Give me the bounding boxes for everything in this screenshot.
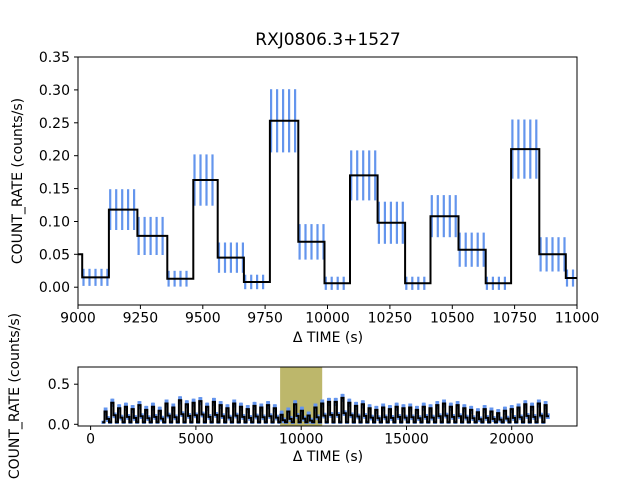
top-step-series: [78, 119, 577, 285]
top-y-tick-label: 0.05: [39, 247, 70, 263]
top-x-axis-label: Δ TIME (s): [292, 330, 364, 346]
bottom-y-axis-label: COUNT_RATE (counts/s): [7, 312, 23, 480]
bottom-x-tick-label: 5000: [178, 432, 214, 448]
top-x-tick-label: 9000: [60, 311, 96, 327]
top-y-tick-label: 0.25: [39, 116, 70, 132]
top-x-tick-label: 10250: [368, 311, 413, 327]
bottom-x-tick-label: 0: [86, 432, 95, 448]
top-x-tick-label: 9500: [185, 311, 221, 327]
chart-title: RXJ0806.3+1527: [255, 30, 401, 50]
top-y-tick-label: 0.35: [39, 50, 70, 66]
top-axes-frame: [77, 56, 578, 306]
top-x-tick-label: 10500: [430, 311, 475, 327]
top-y-tick-label: 0.00: [39, 280, 70, 296]
bottom-x-tick-label: 20000: [489, 432, 534, 448]
top-y-tick-label: 0.30: [39, 83, 70, 99]
bottom-y-tick-label: 0.5: [48, 377, 70, 393]
top-x-tick-label: 9250: [123, 311, 159, 327]
top-x-tick-label: 10000: [305, 311, 350, 327]
bottom-x-tick-label: 15000: [384, 432, 429, 448]
top-y-axis-label: COUNT_RATE (counts/s): [10, 97, 26, 265]
top-y-tick-label: 0.20: [39, 149, 70, 165]
bottom-step-series: [102, 396, 549, 424]
top-x-tick-label: 9750: [247, 311, 283, 327]
top-y-tick-label: 0.15: [39, 182, 70, 198]
bottom-axes-frame: [77, 366, 578, 427]
bottom-y-tick-label: 0.0: [48, 417, 70, 433]
bottom-x-tick-label: 10000: [279, 432, 324, 448]
top-x-tick-label: 11000: [555, 311, 600, 327]
top-y-tick-label: 0.10: [39, 215, 70, 231]
bottom-x-axis-label: Δ TIME (s): [292, 449, 364, 465]
top-x-tick-label: 10750: [492, 311, 537, 327]
